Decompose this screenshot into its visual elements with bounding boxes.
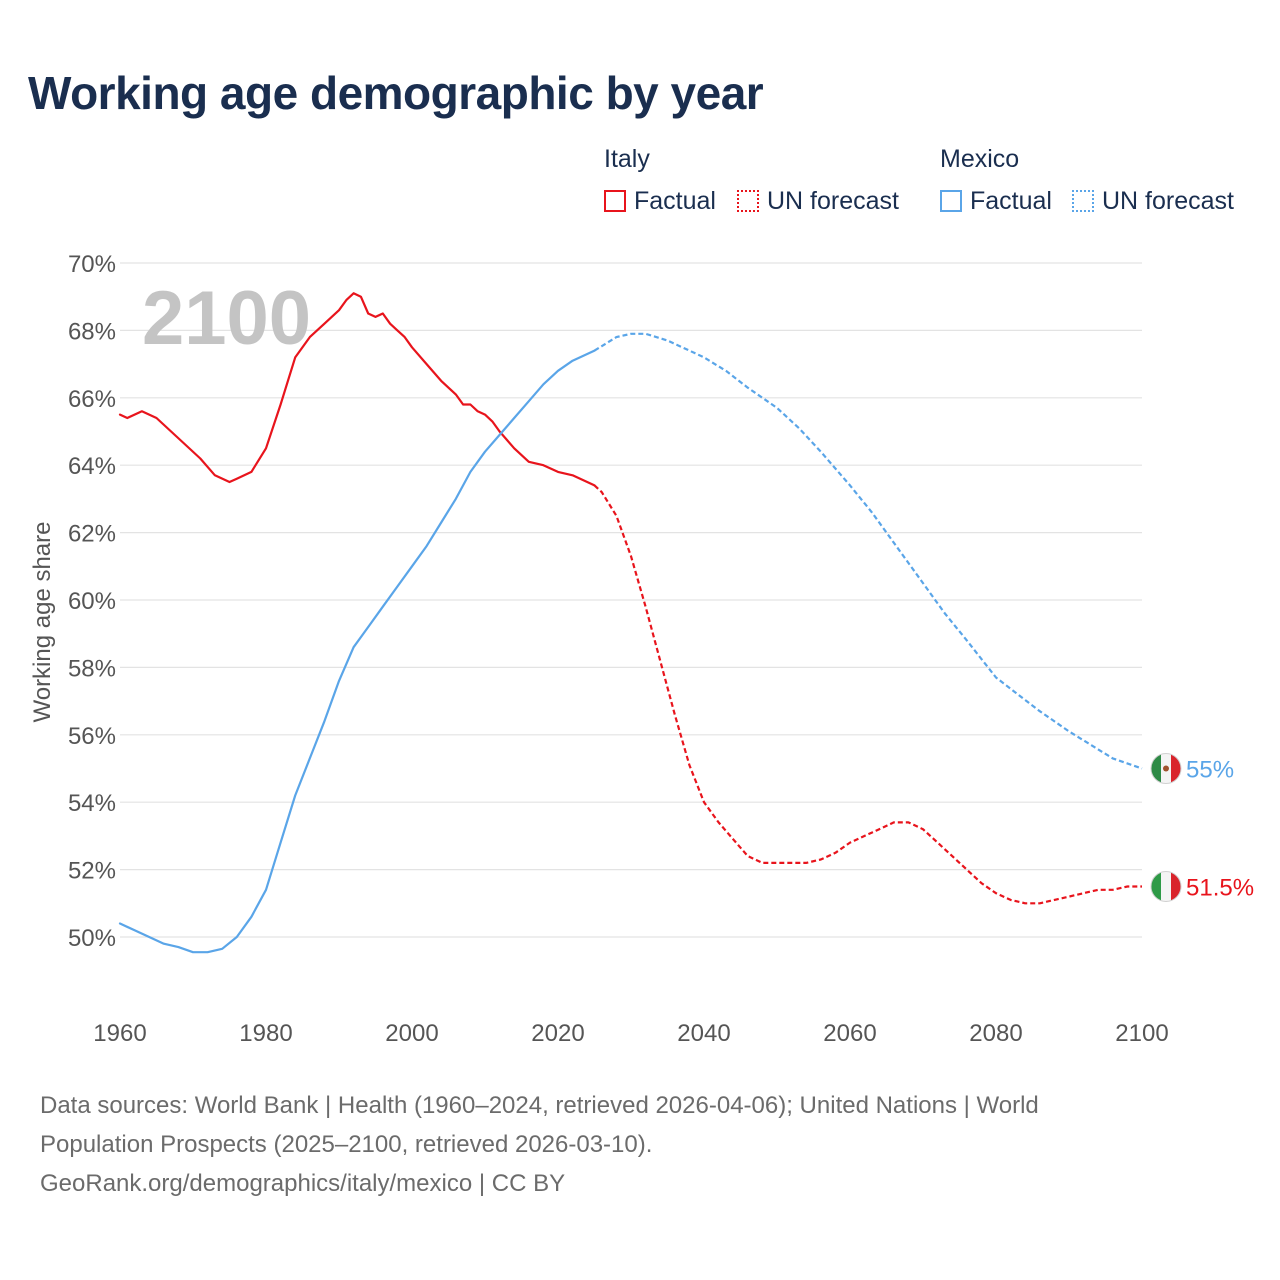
series-line-mexico-forecast: [593, 332, 1143, 770]
y-tick-label: 64%: [68, 453, 116, 480]
x-tick-label: 2080: [969, 1020, 1022, 1047]
x-tick-label: 2100: [1115, 1020, 1168, 1047]
mexico-flag-icon: [1150, 753, 1182, 784]
footer-sources: Data sources: World Bank | Health (1960–…: [40, 1086, 1220, 1203]
y-tick-label: 58%: [68, 655, 116, 682]
y-tick-label: 60%: [68, 588, 116, 615]
legend-mexico-factual-label: Factual: [970, 186, 1052, 215]
legend-mexico-label: Mexico: [940, 145, 1020, 173]
x-tick-label: 2040: [677, 1020, 730, 1047]
legend-mexico-forecast-swatch: [1072, 190, 1094, 212]
legend-italy-forecast-label: UN forecast: [767, 186, 899, 215]
legend-italy-factual-swatch: [604, 190, 626, 212]
legend-italy-forecast-swatch: [737, 190, 759, 212]
end-value-label-italy: 51.5%: [1186, 874, 1254, 901]
legend-mexico-forecast[interactable]: UN forecast: [1072, 186, 1234, 216]
x-tick-label: 2060: [823, 1020, 876, 1047]
x-tick-label: 1960: [93, 1020, 146, 1047]
legend-mexico-factual-swatch: [940, 190, 962, 212]
footer-line-3: GeoRank.org/demographics/italy/mexico | …: [40, 1170, 566, 1197]
series-line-italy-factual: [118, 292, 596, 487]
legend-italy-factual-label: Factual: [634, 186, 716, 215]
legend-mexico-factual[interactable]: Factual: [940, 186, 1052, 216]
line-chart: 50% 52% 54% 56% 58% 60% 62% 64% 66% 68% 70% 1960 198…: [29, 251, 1254, 1047]
y-tick-label: 50%: [68, 925, 116, 952]
legend-italy-forecast[interactable]: UN forecast: [737, 186, 899, 216]
footer-line-1: Data sources: World Bank | Health (1960–…: [40, 1092, 1039, 1119]
legend-italy-label: Italy: [604, 145, 650, 173]
y-tick-label: 70%: [68, 251, 116, 278]
italy-flag-icon: [1150, 870, 1182, 902]
legend-italy-factual[interactable]: Factual: [604, 186, 716, 216]
y-tick-label: 68%: [68, 318, 116, 345]
chart-title: Working age demographic by year: [28, 67, 764, 119]
x-tick-label: 2000: [385, 1020, 438, 1047]
x-tick-label: 2020: [531, 1020, 584, 1047]
series-line-mexico-factual: [118, 349, 596, 954]
series-line-italy-forecast: [593, 484, 1142, 905]
year-label: 2100: [142, 276, 311, 361]
y-tick-label: 52%: [68, 858, 116, 885]
footer-line-2: Population Prospects (2025–2100, retriev…: [40, 1131, 653, 1158]
y-tick-label: 56%: [68, 723, 116, 750]
x-tick-label: 1980: [239, 1020, 292, 1047]
y-tick-label: 62%: [68, 521, 116, 548]
y-axis-label: Working age share: [29, 522, 56, 723]
y-tick-label: 54%: [68, 790, 116, 817]
y-tick-label: 66%: [68, 386, 116, 413]
end-value-label-mexico: 55%: [1186, 757, 1234, 784]
legend-mexico-forecast-label: UN forecast: [1102, 186, 1234, 215]
